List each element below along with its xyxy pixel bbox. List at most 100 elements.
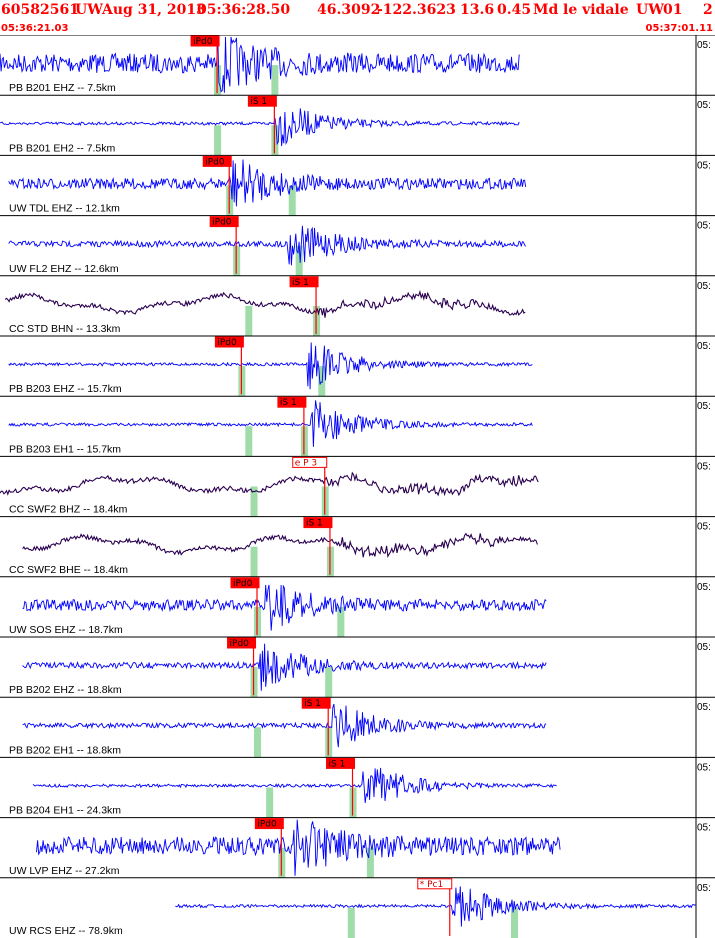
right-time-label: 05: (697, 823, 711, 834)
right-time-label: 05: (697, 702, 711, 713)
event-version: 01 (663, 2, 683, 18)
phase-window (266, 787, 274, 818)
right-time-label: 05: (697, 401, 711, 412)
pick-label-box (277, 396, 307, 408)
pick-label: iS 1 (280, 398, 297, 408)
pick-label-box (227, 637, 257, 649)
phase-window (245, 426, 253, 457)
event-header: 60582561 UW Aug 31, 2013 05:36:28.50 46.… (0, 0, 715, 22)
pick-label: iPd0 (233, 579, 253, 589)
channel-label: PB B203 EHZ -- 15.7km (9, 383, 122, 395)
waveform-trace (8, 342, 533, 390)
event-time: 05:36:28.50 (197, 2, 291, 18)
channel-label: UW FL2 EHZ -- 12.6km (9, 263, 119, 275)
phase-window (250, 546, 258, 577)
pick-label: iPd0 (230, 639, 250, 649)
channel-label: UW TDL EHZ -- 12.1km (9, 203, 120, 215)
pick-label: iPd0 (217, 338, 237, 348)
waveform-trace (0, 108, 520, 147)
pick-label-box (230, 577, 260, 589)
waveform-trace (22, 532, 538, 559)
pick-label-box (292, 456, 328, 468)
right-time-label: 05: (697, 883, 711, 894)
waveform-trace (36, 819, 561, 876)
phase-window (250, 486, 258, 517)
right-time-label: 05: (697, 762, 711, 773)
right-time-label: 05: (697, 582, 711, 593)
phase-window (288, 185, 296, 216)
waveform-trace (175, 886, 696, 927)
pick-label: iS 1 (292, 278, 309, 288)
event-extra: 2 (703, 2, 713, 18)
phase-window (295, 245, 303, 276)
phase-window (347, 907, 355, 938)
pick-label-box (209, 216, 239, 228)
phase-window (254, 727, 262, 758)
pick-label: iPd0 (205, 157, 225, 167)
event-location: le vidale (563, 2, 629, 18)
phase-window (511, 907, 519, 938)
channel-label: PB B202 EH1 -- 18.8km (9, 744, 121, 756)
phase-window (214, 125, 222, 156)
phase-window (325, 667, 333, 698)
right-time-label: 05: (697, 100, 711, 111)
event-depth: 13.6 (460, 2, 495, 18)
phase-window (271, 65, 279, 96)
phase-window (245, 305, 253, 336)
event-lon: -122.3623 (377, 2, 456, 18)
waveform-trace (8, 400, 533, 447)
pick-label: iS 1 (306, 519, 323, 529)
pick-label-box (190, 35, 220, 47)
channel-label: PB B203 EH1 -- 15.7km (9, 443, 121, 455)
window-end-time: 05:37:01.11 (645, 23, 713, 34)
channel-label: PB B201 EHZ -- 7.5km (9, 82, 116, 94)
channel-label: UW LVP EHZ -- 27.2km (9, 865, 120, 877)
waveform-trace (22, 703, 547, 748)
channel-label: UW RCS EHZ -- 78.9km (9, 925, 123, 937)
waveform-trace (22, 584, 547, 631)
right-time-label: 05: (697, 40, 711, 51)
right-time-label: 05: (697, 522, 711, 533)
pick-label-box (326, 757, 356, 769)
event-network: UW (75, 2, 103, 18)
channel-label: CC STD BHN -- 13.3km (9, 323, 121, 335)
pick-label-box (247, 95, 277, 107)
right-time-label: 05: (697, 461, 711, 472)
pick-label-box (301, 697, 331, 709)
right-time-label: 05: (697, 281, 711, 292)
waveform-trace (32, 767, 557, 803)
pick-label: iPd0 (257, 820, 277, 830)
pick-label-box (303, 517, 333, 529)
right-time-label: 05: (697, 221, 711, 232)
pick-label-box (417, 878, 453, 890)
event-magnitude: 0.45 (497, 2, 532, 18)
waveform-trace (4, 289, 526, 318)
event-source: UW (636, 2, 664, 18)
right-time-label: 05: (697, 160, 711, 171)
pick-label: iS 1 (329, 759, 346, 769)
waveform-trace (0, 471, 539, 497)
window-start-time: 05:36:21.03 (1, 23, 69, 34)
waveform-trace (8, 225, 527, 266)
seismogram-panel: iPd0 PB B201 EHZ -- 7.5km 05: iS 1 PB B201 E… (0, 35, 715, 938)
pick-label: e P 3 (295, 458, 317, 468)
pick-label: iPd0 (193, 37, 213, 47)
phase-window (337, 606, 345, 637)
waveform-trace (0, 36, 520, 93)
phase-window (318, 366, 326, 397)
pick-label: * Pc1 (420, 880, 443, 890)
pick-label: iPd0 (212, 218, 232, 228)
event-id: 60582561 (1, 2, 79, 18)
channel-label: PB B202 EHZ -- 18.8km (9, 684, 122, 696)
pick-label-box (289, 276, 319, 288)
event-lat: 46.3092 (317, 2, 381, 18)
right-time-label: 05: (697, 341, 711, 352)
waveform-trace (8, 159, 527, 207)
waveform-trace (22, 643, 547, 691)
channel-label: PB B204 EH1 -- 24.3km (9, 805, 121, 817)
pick-label-box (254, 818, 284, 830)
phase-window (366, 847, 374, 878)
channel-label: UW SOS EHZ -- 18.7km (9, 624, 123, 636)
event-mag-type: Md (533, 2, 559, 18)
channel-label: CC SWF2 BHE -- 18.4km (9, 564, 128, 576)
